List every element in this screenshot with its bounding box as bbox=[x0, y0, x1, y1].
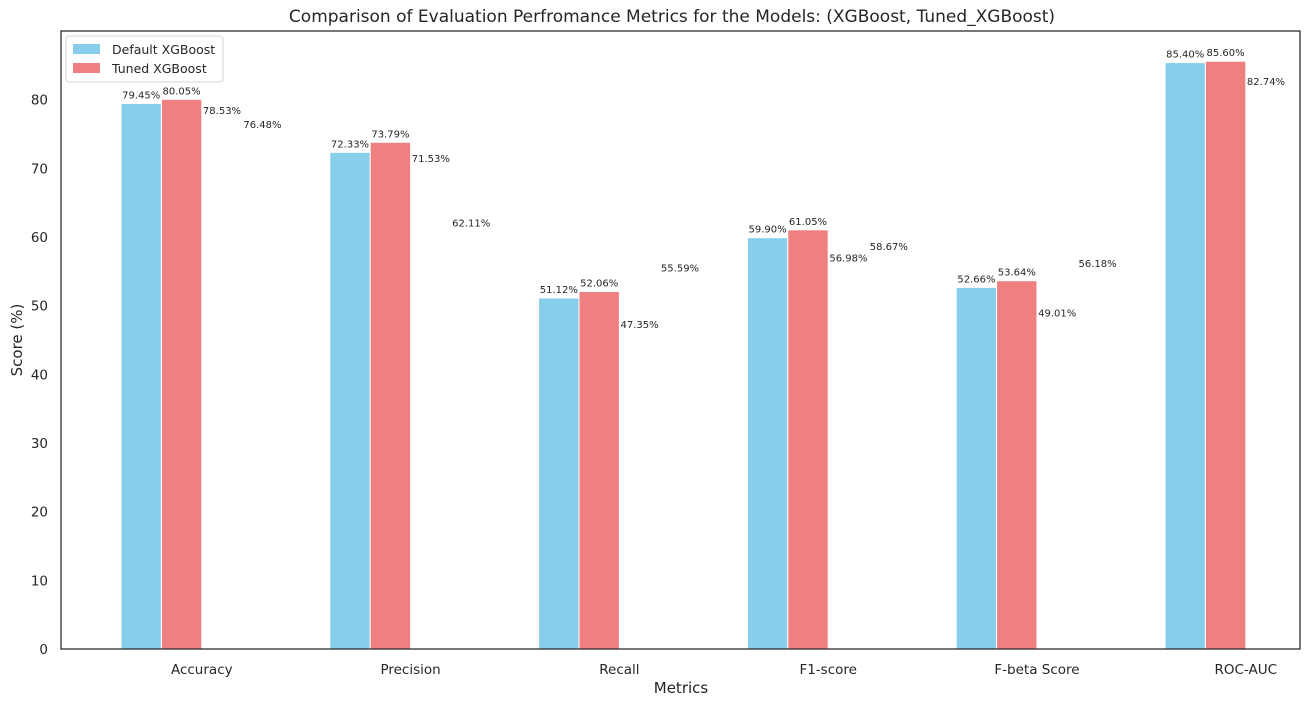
extra-data-label: 47.35% bbox=[621, 320, 659, 331]
bars-group bbox=[120, 60, 1247, 650]
bar-default bbox=[955, 286, 998, 650]
y-tick-label: 40 bbox=[31, 367, 48, 383]
y-tick-label: 10 bbox=[31, 573, 48, 589]
x-axis-label: Metrics bbox=[654, 679, 709, 697]
extra-data-label: 82.74% bbox=[1247, 77, 1285, 88]
bar-tuned bbox=[787, 229, 829, 650]
legend: Default XGBoost Tuned XGBoost bbox=[65, 35, 224, 83]
extra-data-label: 56.18% bbox=[1079, 259, 1117, 270]
legend-swatch-tuned bbox=[73, 63, 100, 73]
legend-label-tuned: Tuned XGBoost bbox=[111, 61, 207, 76]
y-tick-label: 30 bbox=[31, 436, 48, 452]
bar-default bbox=[120, 102, 162, 650]
data-label: 51.12% bbox=[540, 285, 578, 296]
plot-frame bbox=[60, 30, 1301, 650]
data-label: 85.40% bbox=[1166, 50, 1204, 61]
data-label: 80.05% bbox=[163, 86, 201, 97]
bar-tuned bbox=[1204, 60, 1247, 650]
legend-swatch-default bbox=[73, 44, 100, 54]
data-label: 52.06% bbox=[580, 279, 618, 290]
bar-default bbox=[538, 297, 580, 650]
y-tick-label: 20 bbox=[31, 505, 48, 521]
legend-box bbox=[65, 35, 224, 83]
data-label: 72.33% bbox=[331, 139, 369, 150]
x-tick-label: Accuracy bbox=[171, 662, 233, 678]
bar-default bbox=[1164, 62, 1206, 650]
y-tick-label: 70 bbox=[31, 161, 48, 177]
extra-data-label: 56.98% bbox=[829, 254, 867, 265]
bar-tuned bbox=[578, 291, 620, 650]
data-label: 59.90% bbox=[749, 225, 787, 236]
data-label: 52.66% bbox=[957, 274, 995, 285]
extra-data-label: 58.67% bbox=[870, 242, 908, 253]
extra-data-label: 49.01% bbox=[1038, 308, 1076, 319]
data-label: 73.79% bbox=[371, 129, 409, 140]
x-axis: Accuracy Precision Recall F1-score F-beta Sc… bbox=[171, 662, 1277, 678]
data-labels-group: 79.45% 80.05% 72.33%73.79% 51.12%52.06% 59.9… bbox=[122, 48, 1285, 331]
bar-tuned bbox=[369, 141, 412, 650]
y-tick-label: 80 bbox=[31, 93, 48, 109]
bar-tuned bbox=[996, 280, 1038, 650]
extra-data-label: 71.53% bbox=[412, 154, 450, 165]
data-label: 79.45% bbox=[122, 90, 160, 101]
x-tick-label: Precision bbox=[380, 662, 440, 678]
y-tick-label: 0 bbox=[39, 642, 48, 658]
extra-data-label: 62.11% bbox=[452, 219, 490, 230]
data-label: 53.64% bbox=[998, 268, 1036, 279]
legend-label-default: Default XGBoost bbox=[112, 42, 215, 57]
bar-default bbox=[746, 237, 789, 650]
y-tick-label: 60 bbox=[31, 230, 48, 246]
chart-title: Comparison of Evaluation Perfromance Met… bbox=[289, 7, 1055, 27]
x-tick-label: F-beta Score bbox=[994, 662, 1079, 678]
y-axis: 0 10 20 30 40 50 60 70 80 bbox=[31, 93, 48, 658]
x-tick-label: F1-score bbox=[799, 662, 857, 678]
data-label: 61.05% bbox=[789, 217, 827, 228]
x-tick-label: ROC-AUC bbox=[1215, 662, 1278, 678]
bar-default bbox=[329, 151, 371, 650]
extra-data-label: 76.48% bbox=[243, 120, 281, 131]
y-axis-label: Score (%) bbox=[8, 304, 26, 377]
extra-data-label: 78.53% bbox=[203, 106, 241, 117]
bar-tuned bbox=[160, 98, 203, 650]
x-tick-label: Recall bbox=[599, 662, 639, 678]
extra-data-label: 55.59% bbox=[661, 263, 699, 274]
y-tick-label: 50 bbox=[31, 299, 48, 315]
data-label: 85.60% bbox=[1207, 48, 1245, 59]
